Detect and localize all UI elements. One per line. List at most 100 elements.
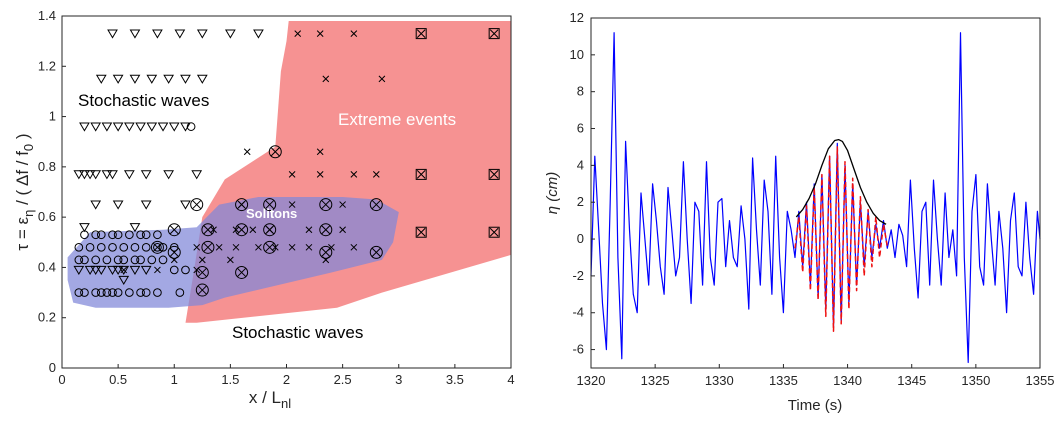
marker-circle [85, 242, 95, 252]
right-y-tick-label: 2 [577, 194, 584, 209]
marker-x [243, 148, 251, 156]
left-regions [67, 21, 511, 323]
marker-triangle-down [118, 275, 130, 286]
marker-x [294, 30, 302, 37]
marker-x [350, 243, 358, 251]
left-x-tick-label: 0.5 [109, 372, 127, 387]
right-x-tick-label: 1335 [769, 373, 798, 388]
marker-square-x [488, 168, 500, 180]
marker-triangle-down [84, 170, 96, 180]
left-y-tick-label: 0.8 [38, 159, 56, 174]
right-y-tick-label: 8 [577, 84, 584, 99]
left-x-tick-label: 2.5 [334, 372, 352, 387]
marker-triangle-down [112, 265, 124, 275]
marker-x [232, 243, 240, 251]
marker-circle [74, 255, 84, 265]
right-x-tick-label: 1325 [641, 373, 670, 388]
marker-circle-x [263, 223, 277, 237]
marker-circle [108, 230, 117, 240]
marker-triangle-down [73, 170, 85, 180]
marker-x [339, 226, 346, 234]
marker-circle [141, 230, 151, 240]
marker-square-x [488, 226, 500, 238]
marker-circle-x [201, 240, 215, 254]
marker-square-x [415, 226, 427, 238]
marker-circle [91, 288, 101, 297]
left-markers [73, 28, 500, 297]
marker-circle [125, 288, 134, 297]
marker-circle-x [195, 283, 209, 297]
marker-x [154, 266, 161, 274]
marker-circle-x [319, 223, 333, 237]
marker-x [288, 171, 296, 178]
marker-triangle-down [196, 29, 208, 39]
marker-x [255, 243, 262, 251]
marker-triangle-down [191, 170, 203, 180]
marker-x [322, 75, 330, 83]
marker-triangle-down [112, 74, 124, 84]
marker-triangle-down [101, 170, 113, 180]
left-x-tick-label: 1.5 [221, 372, 239, 387]
left-xlabel-sub: nl [281, 396, 291, 411]
marker-triangle-down [90, 170, 102, 180]
marker-triangle-down [146, 122, 158, 132]
marker-triangle-down [118, 265, 130, 275]
series-blue-solid [590, 32, 1041, 364]
marker-triangle-down [107, 265, 118, 275]
marker-triangle-down [129, 223, 141, 233]
marker-triangle-down [157, 122, 169, 132]
marker-circle [136, 230, 145, 240]
marker-triangle-down [174, 29, 186, 39]
marker-triangle-down [95, 74, 107, 84]
left-y-tick-label: 0.2 [38, 310, 56, 325]
marker-triangle-down [73, 265, 85, 275]
marker-circle [153, 288, 162, 297]
marker-circle [80, 255, 89, 265]
marker-circle-x [195, 265, 209, 279]
marker-circle-x [235, 223, 249, 237]
marker-circle [186, 122, 196, 131]
marker-square-x [415, 168, 427, 180]
label-extreme-events: Extreme events [338, 110, 456, 129]
marker-square-x [488, 28, 500, 40]
marker-triangle-down [90, 200, 102, 210]
marker-circle-x [268, 145, 282, 159]
marker-triangle-down [146, 74, 158, 84]
left-y-ticks: 0 0.2 0.4 0.6 0.8 1 1.2 1.4 [38, 8, 66, 375]
marker-x [339, 201, 346, 208]
marker-x [350, 30, 358, 37]
marker-triangle-down [225, 29, 236, 39]
marker-triangle-down [101, 122, 113, 132]
marker-triangle-down [90, 122, 102, 132]
marker-circle [130, 242, 140, 252]
marker-circle-x [190, 198, 204, 212]
right-x-tick-label: 1330 [705, 373, 734, 388]
label-stochastic-upper: Stochastic waves [78, 91, 209, 110]
marker-circle [96, 288, 106, 297]
marker-x [372, 171, 380, 178]
marker-triangle-down [180, 74, 191, 84]
marker-circle-x [319, 198, 333, 212]
marker-circle-x [369, 198, 383, 212]
marker-triangle-down [107, 170, 118, 180]
marker-circle [119, 255, 129, 265]
left-chart: 0 0.5 1 1.5 2 2.5 3 3.5 4 0 0.2 0.4 0.6 0.8 1 1.2 1.4 S… [13, 8, 515, 411]
left-y-tick-label: 1 [49, 109, 56, 124]
left-x-tick-label: 1 [171, 372, 178, 387]
marker-circle [74, 288, 84, 297]
left-x-tick-label: 2 [283, 372, 290, 387]
right-y-tick-label: 12 [570, 10, 584, 25]
right-x-tick-label: 1345 [897, 373, 926, 388]
marker-x [215, 243, 223, 251]
marker-x [198, 256, 206, 264]
right-y-tick-label: 10 [570, 47, 584, 62]
marker-x [288, 243, 296, 251]
marker-circle [102, 255, 112, 265]
marker-circle [96, 230, 106, 240]
marker-triangle-down [112, 200, 124, 210]
left-y-tick-label: 1.2 [38, 58, 56, 73]
marker-triangle-down [129, 29, 141, 39]
right-lines [590, 32, 1041, 364]
marker-triangle-down [79, 122, 90, 132]
